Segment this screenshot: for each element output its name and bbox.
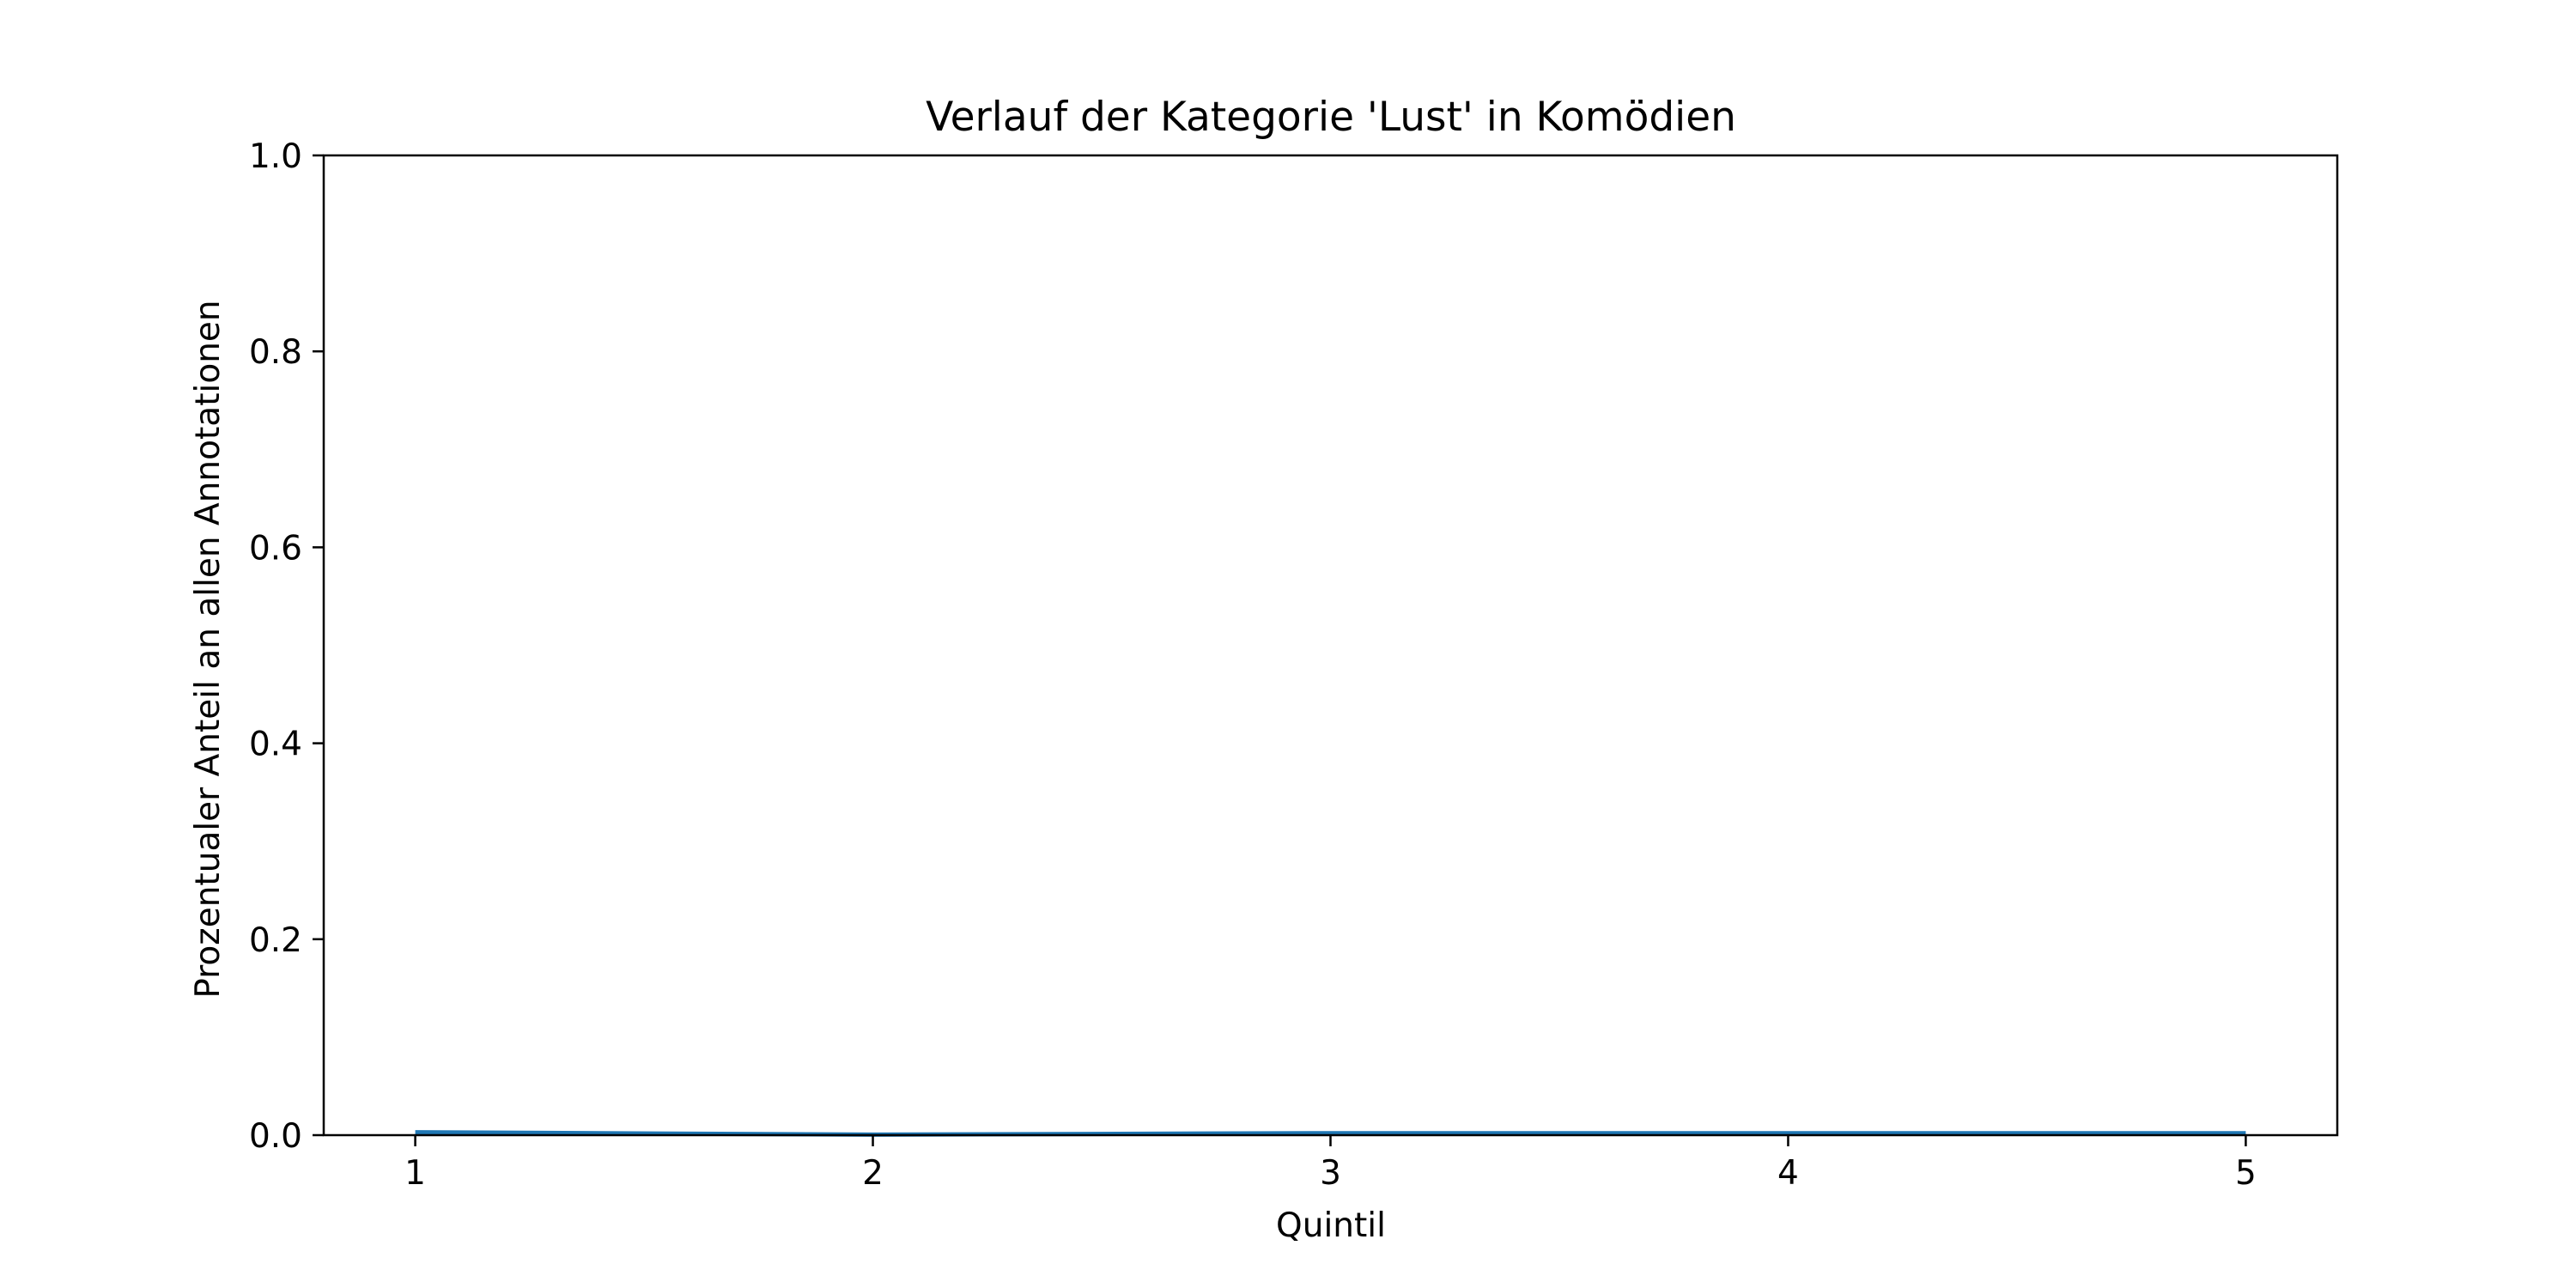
y-tick-label: 0.6 <box>249 529 302 568</box>
series-line-1 <box>415 1130 2246 1137</box>
plot-area: 1 2 3 4 5 0.0 0.2 0.4 0.6 0.8 1.0 <box>249 137 2339 1193</box>
x-tick-label: 4 <box>1777 1154 1799 1193</box>
y-tick-label: 0.4 <box>249 726 302 764</box>
y-axis-label: Prozentualer Anteil an allen Annotatione… <box>189 300 228 998</box>
x-tick-label: 3 <box>1320 1154 1341 1193</box>
x-tick-label: 5 <box>2235 1154 2257 1193</box>
plot-frame <box>322 154 2339 1137</box>
x-tick-label: 2 <box>862 1154 884 1193</box>
x-axis-label: Quintil <box>1276 1206 1386 1245</box>
chart-title: Verlauf der Kategorie 'Lust' in Komödien <box>926 94 1736 141</box>
x-tick-label: 1 <box>404 1154 426 1193</box>
y-tick-label: 0.0 <box>249 1117 302 1156</box>
y-tick-label: 1.0 <box>249 137 302 176</box>
y-tick-label: 0.2 <box>249 921 302 960</box>
y-tick-label: 0.8 <box>249 333 302 372</box>
